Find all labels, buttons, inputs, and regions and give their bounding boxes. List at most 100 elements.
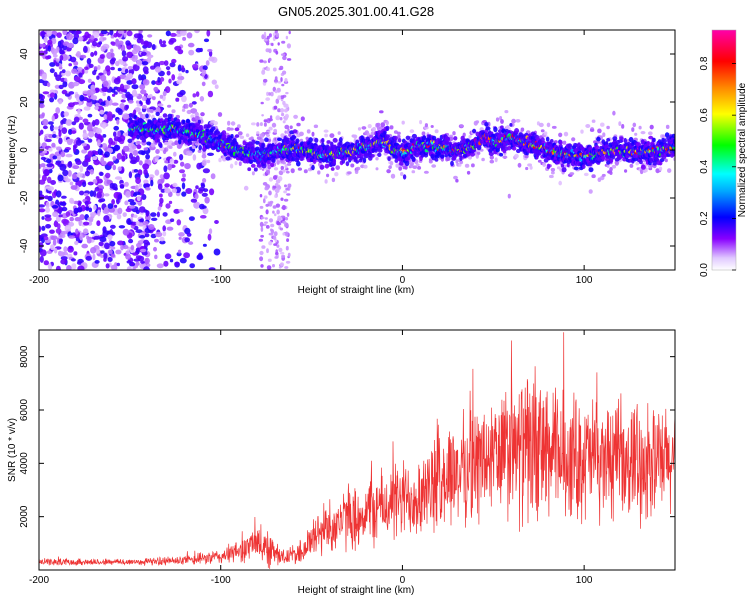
spectrogram-cell [583,172,589,177]
spectrogram-cell [275,98,280,104]
spectrogram-cell [199,124,203,129]
spectrogram-cell [190,108,198,114]
spectrogram-cell [183,252,191,259]
spectrogram-cell [196,116,200,120]
spectrogram-cell [163,141,169,146]
spectrogram-cell [58,137,63,145]
spectrogram-cell [55,190,62,198]
spectrogram-cell [143,179,149,184]
spectrogram-cell [40,163,46,168]
spectrogram-cell [77,265,85,270]
spectrogram-cell [606,125,610,130]
spectrogram-cell [330,167,335,171]
spectrogram-cell [264,221,268,224]
spectrogram-cell [160,188,166,193]
spectrogram-cell [282,232,286,236]
spectrogram-cell [230,121,236,126]
spectrogram-cell [214,84,219,89]
spectrogram-cell [73,144,78,149]
spectrogram-cell [431,164,437,168]
spectrogram-cell [273,167,279,171]
spectrogram-cell [275,179,281,184]
spectrogram-cell [155,111,160,117]
spectrogram-cell [332,137,338,143]
spectrogram-cell [88,130,95,138]
spectrogram-cell [70,258,76,262]
spectrogram-cell [143,147,149,151]
spectrogram-cell [285,103,289,109]
spectrogram-cell [191,145,196,149]
spectrogram-cell [44,214,52,218]
spectrogram-cell [83,45,88,54]
spectrogram-cell [157,183,163,190]
spectrogram-cell [186,147,190,151]
spectrogram-cell [434,158,439,162]
spectrogram-cell [119,185,125,189]
spectrogram-cell [331,177,336,183]
spectrogram-cell [117,67,122,72]
spectrogram-cell [538,122,544,128]
spectrogram-cell [169,158,175,165]
spectrogram-cell [135,229,143,234]
spectrogram-cell [188,49,195,56]
spectrogram-cell [97,65,101,70]
spectrogram-cell [39,98,45,105]
spectrogram-cell [412,165,418,169]
spectrogram-cell [104,151,110,158]
spectrogram-cell [78,36,84,42]
spectrogram-cell [73,61,79,66]
spectrogram-cell [259,205,264,209]
spectrogram-cell [107,234,113,240]
spectrogram-cell [210,173,216,180]
spectrogram-cell [537,159,542,163]
spectrogram-cell [263,198,266,204]
spectrogram-cell [288,30,291,35]
spectrogram-cell [640,169,644,175]
spectrogram-cell [57,174,64,182]
spectrogram-cell [527,163,532,167]
spectrogram-cell [90,35,95,40]
spectrogram-cell [143,41,150,47]
spectrogram-cell [129,73,133,79]
spectrogram-cell [150,179,154,187]
spectrogram-cell [163,260,169,267]
spectrogram-cell [94,260,100,264]
spectrogram-cell [122,244,129,250]
spectrogram-cell [171,188,178,194]
spectrogram-cell [134,184,139,192]
spectrogram-cell [286,238,290,243]
spectrogram-cell [104,242,110,250]
spectrogram-cell [332,158,337,164]
spectrogram-cell [600,122,605,127]
spectrogram-cell [189,263,195,269]
spectrogram-cell [69,181,74,186]
spectrogram-cell [42,118,49,126]
spectrogram-cell [62,169,69,177]
spectrogram-cell [168,145,173,149]
spectrogram-cell [56,32,62,38]
spectrogram-cell [141,96,147,101]
spectrogram-cell [211,79,217,85]
spectrogram-cell [142,79,150,86]
spectrogram-cell [293,114,298,119]
spectrogram-cell [558,132,563,138]
spectrogram-cell [133,33,140,39]
spectrogram-cell [73,116,80,123]
spectrogram-cell [157,103,164,107]
spectrogram-cell [388,165,392,170]
spectrogram-cell [103,114,108,120]
spectrogram-cell [126,93,134,100]
spectrogram-cell [424,123,428,128]
spectrogram-cell [292,129,298,134]
spectrogram-cell [93,66,98,71]
spectrogram-cell [93,235,101,240]
spectrogram-cell [259,250,264,256]
spectrogram-cell [68,30,76,33]
spectrogram-cell [282,161,286,165]
spectrogram-cell [102,92,106,97]
spectrogram-cell [150,212,157,217]
spectrogram-cell [109,182,116,189]
spectrogram-cell [107,147,113,153]
spectrogram-cell [196,162,202,170]
spectrogram-cell [361,126,367,130]
